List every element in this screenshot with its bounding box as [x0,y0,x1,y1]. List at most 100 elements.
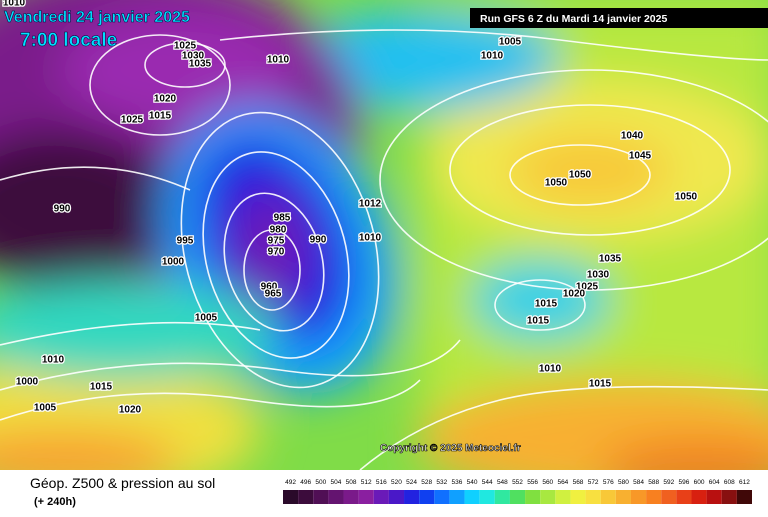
copyright: Copyright © 2025 Meteociel.fr [380,443,521,454]
isobar-label: 1035 [599,254,622,265]
scale-swatch [525,490,541,504]
isobar-label: 1005 [34,403,57,414]
isobar-label: 1015 [589,379,612,390]
valid-date: Vendredi 24 janvier 2025 [4,9,190,26]
isobar-label: 1020 [119,405,142,416]
scale-swatch [313,490,329,504]
isobar-label: 1010 [267,55,290,66]
scale-label: 584 [633,479,644,486]
scale-swatch [479,490,495,504]
scale-swatch [691,490,707,504]
scale-label: 516 [376,479,387,486]
scale-swatch [358,490,374,504]
scale-swatch [585,490,601,504]
scale-swatch [736,490,752,504]
scale-label: 500 [315,479,326,486]
scale-label: 524 [406,479,417,486]
scale-label: 572 [588,479,599,486]
scale-label: 596 [678,479,689,486]
scale-label: 544 [482,479,493,486]
scale-label: 588 [648,479,659,486]
isobar-label: 985 [274,213,291,224]
scale-swatch [706,490,722,504]
scale-swatch [570,490,586,504]
scale-swatch [630,490,647,504]
isobar-label: 960 [261,282,278,293]
scale-label: 612 [739,479,750,486]
scale-swatch [298,490,314,504]
scale-swatch [328,490,344,504]
scale-swatch [509,490,526,504]
isobar-label: 1045 [629,151,652,162]
scale-swatch [373,490,389,504]
scale-swatch [388,490,405,504]
scale-label: 520 [391,479,402,486]
scale-swatch [464,490,480,504]
run-info: Run GFS 6 Z du Mardi 14 janvier 2025 [480,13,667,25]
isobar-label: 1030 [587,270,610,281]
scale-label: 604 [709,479,720,486]
scale-label: 592 [663,479,674,486]
scale-label: 608 [724,479,735,486]
scale-swatch [343,490,359,504]
footer-title: Géop. Z500 & pression au sol [30,475,215,491]
local-time: 7:00 locale [20,30,117,51]
isobar-label: 1000 [16,377,39,388]
isobar-label: 1000 [162,257,185,268]
scale-label: 496 [300,479,311,486]
scale-swatch [283,490,299,504]
scale-label: 536 [452,479,463,486]
scale-swatch [404,490,420,504]
scale-swatch [555,490,571,504]
scale-label: 568 [573,479,584,486]
isobar-label: 1010 [3,0,26,9]
isobar-label: 1050 [569,170,592,181]
scale-label: 552 [512,479,523,486]
isobar-label: 1015 [535,299,558,310]
isobar-label: 1015 [527,316,550,327]
isobar-label: 1020 [154,94,177,105]
scale-swatch [615,490,631,504]
scale-label: 528 [421,479,432,486]
scale-label: 512 [361,479,372,486]
isobar-label: 1035 [189,59,212,70]
scale-label: 508 [346,479,357,486]
isobar-label: 990 [54,204,71,215]
isobar-label: 1050 [545,178,568,189]
scale-label: 580 [618,479,629,486]
isobar-label: 1005 [195,313,218,324]
scale-label: 560 [542,479,553,486]
isobar-label: 965 [265,289,282,300]
scale-label: 504 [331,479,342,486]
isobar-label: 1005 [499,37,522,48]
isobar-label: 1010 [359,233,382,244]
run-banner [470,8,768,28]
scale-label: 564 [557,479,568,486]
isobar-label: 980 [270,225,287,236]
scale-swatch [419,490,435,504]
isobar-label: 1015 [149,111,172,122]
scale-label: 492 [285,479,296,486]
isobar-label: 1010 [42,355,65,366]
scale-label: 576 [603,479,614,486]
scale-label: 600 [694,479,705,486]
isobar-label: 1012 [359,199,382,210]
isobar-label: 970 [268,247,285,258]
isobar-label: 1025 [174,41,197,52]
scale-swatch [676,490,692,504]
isobar-label: 1050 [675,192,698,203]
isobar-label: 975 [268,236,285,247]
scale-swatch [434,490,450,504]
scale-swatch [449,490,465,504]
isobar-label: 990 [310,235,327,246]
scale-label: 556 [527,479,538,486]
isobar-label: 1015 [90,382,113,393]
scale-swatch [540,490,556,504]
isobar-label: 1010 [539,364,562,375]
color-scale: 492 496 500 504 508 512 516 520 524 528 532 536 540 5… [283,479,752,504]
scale-swatch [661,490,677,504]
scale-swatch [494,490,510,504]
isobars [0,29,768,470]
